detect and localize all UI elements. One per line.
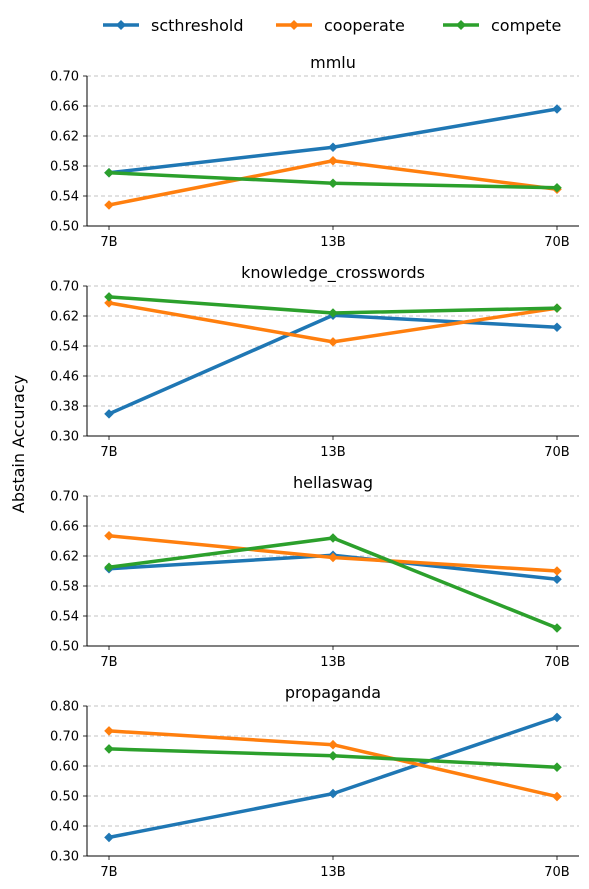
data-point-scthreshold xyxy=(328,788,338,799)
y-tick-label: 0.62 xyxy=(50,550,79,565)
panel-title: knowledge_crosswords xyxy=(241,263,425,283)
data-point-scthreshold xyxy=(104,409,114,419)
y-tick-label: 0.50 xyxy=(50,640,79,655)
data-point-cooperate xyxy=(552,566,562,576)
data-point-cooperate xyxy=(328,739,338,750)
y-tick-label: 0.40 xyxy=(50,820,79,835)
data-point-cooperate xyxy=(328,155,338,166)
y-tick-label: 0.66 xyxy=(50,520,79,535)
panel-propaganda: propaganda 0.30 0.40 0.50 0.60 0.70 0.80 7B 13B 7… xyxy=(50,683,579,880)
data-point-scthreshold xyxy=(552,104,562,114)
y-tick-label: 0.66 xyxy=(50,100,79,115)
x-tick-label: 13B xyxy=(320,655,345,670)
legend-item-cooperate: cooperate xyxy=(276,16,405,35)
y-tick-label: 0.38 xyxy=(50,400,79,415)
legend: scthreshold cooperate compete xyxy=(103,16,561,35)
data-point-compete xyxy=(104,292,114,302)
legend-marker-scthreshold xyxy=(116,20,126,30)
series-line-scthreshold xyxy=(108,313,558,416)
data-point-cooperate xyxy=(104,200,114,210)
y-tick-label: 0.58 xyxy=(50,160,79,175)
y-tick-label: 0.54 xyxy=(50,340,79,355)
x-tick-label: 13B xyxy=(320,235,345,250)
data-point-compete xyxy=(552,762,562,772)
data-point-compete xyxy=(328,178,338,189)
data-point-cooperate xyxy=(552,791,562,802)
panel-hellaswag: hellaswag 0.50 0.54 0.58 0.62 0.66 0.70 7B 13B 70… xyxy=(50,473,579,670)
legend-item-scthreshold: scthreshold xyxy=(103,16,243,35)
data-point-cooperate xyxy=(104,726,114,736)
data-point-compete xyxy=(104,167,114,178)
data-point-scthreshold xyxy=(552,712,562,723)
panel-title: mmlu xyxy=(310,53,356,72)
y-tick-label: 0.50 xyxy=(50,220,79,235)
x-tick-label: 70B xyxy=(544,655,569,670)
x-tick-label: 7B xyxy=(100,865,117,880)
y-tick-label: 0.62 xyxy=(50,130,79,145)
x-tick-label: 70B xyxy=(544,445,569,460)
y-tick-label: 0.58 xyxy=(50,580,79,595)
data-point-cooperate xyxy=(104,530,114,541)
x-tick-label: 7B xyxy=(100,655,117,670)
data-point-compete xyxy=(552,303,562,313)
x-tick-label: 13B xyxy=(320,865,345,880)
y-tick-label: 0.50 xyxy=(50,790,79,805)
data-point-compete xyxy=(552,182,562,193)
panel-title: propaganda xyxy=(285,683,381,702)
y-axis-label: Abstain Accuracy xyxy=(9,375,28,513)
y-tick-label: 0.46 xyxy=(50,370,79,385)
legend-marker-cooperate xyxy=(289,20,299,30)
panel-title: hellaswag xyxy=(293,473,373,492)
legend-label-scthreshold: scthreshold xyxy=(151,16,243,35)
legend-item-compete: compete xyxy=(443,16,561,35)
panel-mmlu: mmlu 0.50 0.54 0.58 0.62 0.66 0.70 7B 13B 70B xyxy=(50,53,579,250)
data-point-cooperate xyxy=(328,337,338,347)
y-tick-label: 0.80 xyxy=(50,700,79,715)
data-point-scthreshold xyxy=(104,832,114,843)
x-tick-label: 70B xyxy=(544,865,569,880)
y-tick-label: 0.70 xyxy=(50,490,79,505)
data-point-scthreshold xyxy=(552,322,562,333)
data-point-compete xyxy=(552,623,562,633)
legend-label-cooperate: cooperate xyxy=(324,16,405,35)
data-point-compete xyxy=(104,562,114,573)
data-point-cooperate xyxy=(104,298,114,308)
y-tick-label: 0.70 xyxy=(50,280,79,295)
y-tick-label: 0.62 xyxy=(50,310,79,325)
y-tick-label: 0.60 xyxy=(50,760,79,775)
y-tick-label: 0.54 xyxy=(50,610,79,625)
data-point-scthreshold xyxy=(552,574,562,585)
panel-knowledge_crosswords: knowledge_crosswords 0.30 0.38 0.46 0.54 0.62… xyxy=(50,263,579,460)
legend-marker-compete xyxy=(456,20,466,30)
y-tick-label: 0.70 xyxy=(50,730,79,745)
y-tick-label: 0.70 xyxy=(50,70,79,85)
x-tick-label: 13B xyxy=(320,445,345,460)
data-point-compete xyxy=(104,744,114,754)
x-tick-label: 7B xyxy=(100,445,117,460)
data-point-cooperate xyxy=(328,552,338,563)
x-tick-label: 7B xyxy=(100,235,117,250)
y-tick-label: 0.54 xyxy=(50,190,79,205)
y-tick-label: 0.30 xyxy=(50,430,79,445)
x-tick-label: 70B xyxy=(544,235,569,250)
data-point-compete xyxy=(328,308,338,318)
data-point-scthreshold xyxy=(328,142,338,153)
legend-label-compete: compete xyxy=(491,16,561,35)
data-point-compete xyxy=(328,533,338,543)
data-point-compete xyxy=(328,751,338,761)
y-tick-label: 0.30 xyxy=(50,850,79,865)
